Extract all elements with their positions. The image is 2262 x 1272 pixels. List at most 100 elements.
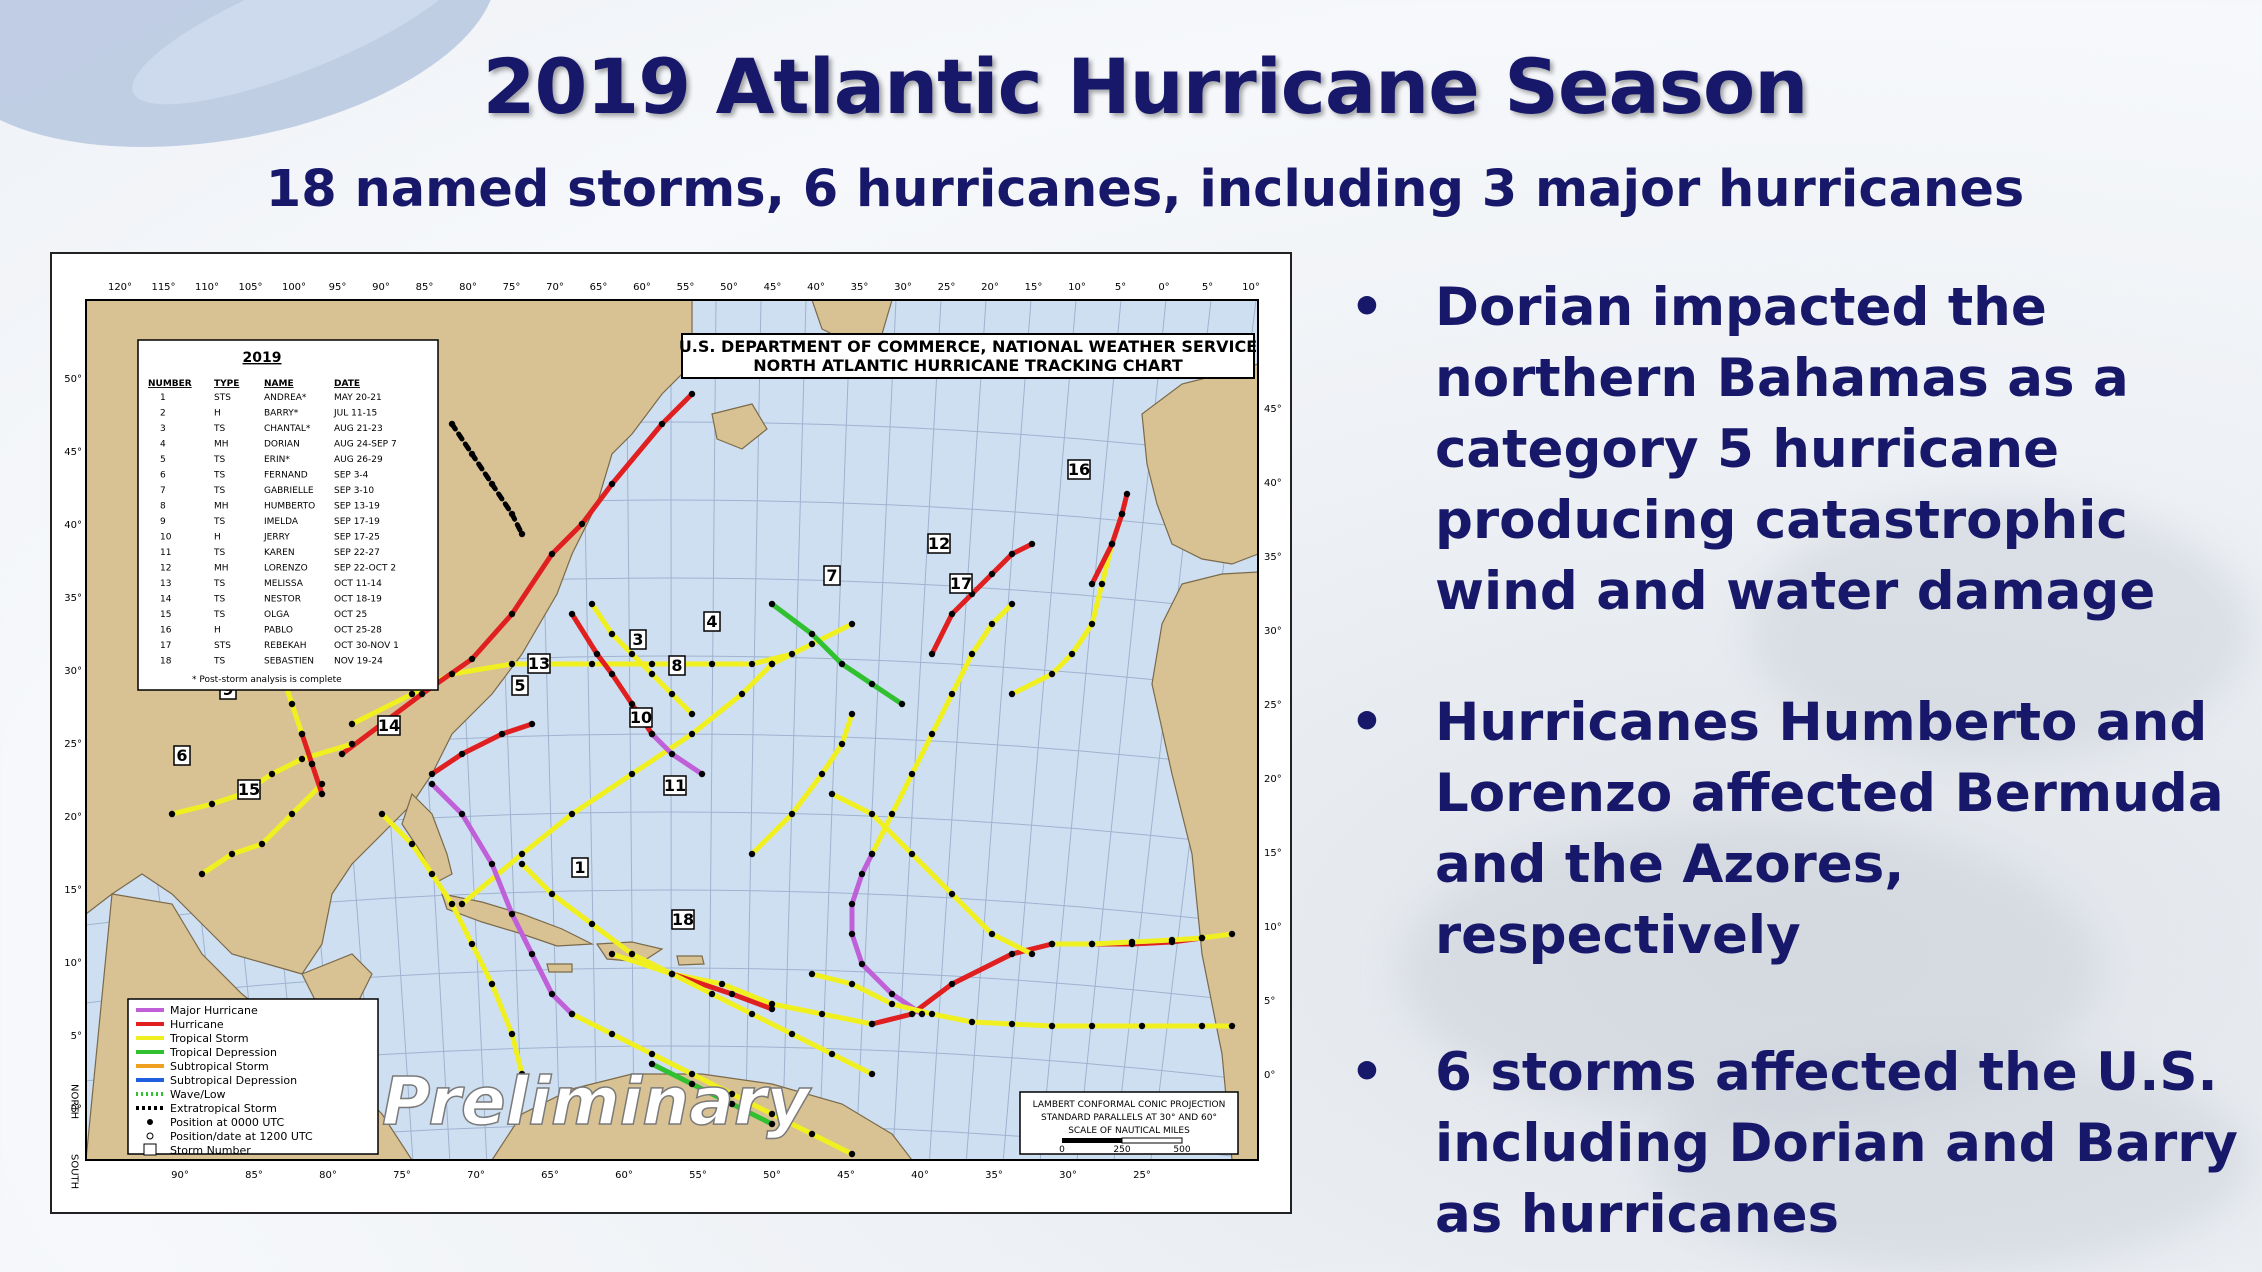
position-dot bbox=[1098, 580, 1106, 588]
position-dot bbox=[688, 390, 696, 398]
storm-number-cell: 15 bbox=[160, 610, 171, 620]
position-dot bbox=[588, 920, 596, 928]
position-dot bbox=[748, 850, 756, 858]
top-lon-label: 40° bbox=[807, 282, 825, 293]
storm-number-cell: 2 bbox=[160, 409, 166, 419]
position-dot bbox=[298, 755, 306, 763]
position-dot bbox=[168, 810, 176, 818]
position-dot bbox=[848, 1150, 856, 1158]
position-dot bbox=[768, 1000, 776, 1008]
slide-subtitle: 18 named storms, 6 hurricanes, including… bbox=[265, 160, 2025, 219]
storm-number-text: 10 bbox=[630, 708, 652, 727]
position-dot bbox=[198, 870, 206, 878]
bullet-us-storms: • 6 storms affected the U.S. including Do… bbox=[1330, 1037, 2250, 1250]
storm-name-cell: GABRIELLE bbox=[264, 486, 314, 496]
storm-type-cell: H bbox=[214, 533, 221, 543]
storm-type-cell: STS bbox=[214, 393, 231, 403]
position-dot bbox=[988, 620, 996, 628]
storm-number-cell: 1 bbox=[160, 393, 166, 403]
storm-type-cell: TS bbox=[213, 471, 225, 481]
legend-number-box bbox=[143, 1143, 157, 1156]
storm-type-cell: MH bbox=[214, 440, 229, 450]
position-dot bbox=[748, 660, 756, 668]
position-dot bbox=[928, 1010, 936, 1018]
storm-number-box bbox=[173, 745, 191, 766]
position-dot bbox=[258, 840, 266, 848]
storm-type-cell: MH bbox=[214, 564, 229, 574]
storm-number-text: 1 bbox=[574, 858, 585, 877]
position-dot bbox=[738, 690, 746, 698]
position-dot bbox=[808, 1130, 816, 1138]
position-dot bbox=[428, 770, 436, 778]
position-dot bbox=[818, 1010, 826, 1018]
top-lon-label: 30° bbox=[894, 282, 912, 293]
position-dot bbox=[1048, 1022, 1056, 1030]
position-dot bbox=[1108, 540, 1116, 548]
storm-date-cell: AUG 24-SEP 7 bbox=[334, 440, 397, 450]
position-dot bbox=[708, 660, 716, 668]
position-dot bbox=[658, 420, 666, 428]
position-dot bbox=[808, 970, 816, 978]
right-lat-label: 15° bbox=[1264, 848, 1282, 859]
position-dot bbox=[848, 980, 856, 988]
track-depression bbox=[649, 1061, 775, 1127]
position-dot bbox=[818, 770, 826, 778]
left-lat-label: 10° bbox=[64, 958, 82, 969]
position-dot bbox=[568, 610, 576, 618]
position-dot bbox=[768, 600, 776, 608]
position-dot bbox=[888, 1000, 896, 1008]
left-lat-label: 40° bbox=[64, 520, 82, 531]
position-dot bbox=[418, 690, 426, 698]
storm-date-cell: SEP 3-10 bbox=[334, 486, 374, 496]
top-lon-label: 0° bbox=[1158, 282, 1169, 293]
storm-date-cell: AUG 26-29 bbox=[334, 455, 383, 465]
storm-number-text: 14 bbox=[378, 716, 400, 735]
top-lon-label: 100° bbox=[282, 282, 306, 293]
right-lat-label: 10° bbox=[1264, 922, 1282, 933]
position-dot bbox=[1168, 936, 1176, 944]
left-lat-label: 35° bbox=[64, 593, 82, 604]
storm-name-cell: NESTOR bbox=[264, 595, 301, 605]
bullet-dorian: • Dorian impacted the northern Bahamas as… bbox=[1330, 272, 2250, 627]
position-dot bbox=[508, 910, 516, 918]
right-lat-label: 30° bbox=[1264, 626, 1282, 637]
storm-number-cell: 6 bbox=[160, 471, 166, 481]
position-dot bbox=[908, 850, 916, 858]
storm-number-text: 11 bbox=[664, 776, 686, 795]
storm-number-text: 3 bbox=[632, 630, 643, 649]
storm-number-text: 16 bbox=[1068, 460, 1090, 479]
storm-name-cell: KAREN bbox=[264, 548, 295, 558]
position-dot bbox=[528, 720, 536, 728]
map-border bbox=[85, 299, 1259, 1161]
position-dot bbox=[1068, 650, 1076, 658]
bottom-lon-label: 70° bbox=[467, 1170, 485, 1181]
scale-bar-light bbox=[1121, 1137, 1183, 1144]
position-dot bbox=[548, 990, 556, 998]
track-storm-4-early bbox=[569, 1011, 855, 1157]
storm-type-cell: TS bbox=[213, 610, 225, 620]
position-dot bbox=[968, 1018, 976, 1026]
storm-date-cell: SEP 3-4 bbox=[334, 471, 369, 481]
bottom-lon-label: 40° bbox=[911, 1170, 929, 1181]
bottom-lon-label: 75° bbox=[393, 1170, 411, 1181]
storm-number-text: 4 bbox=[706, 612, 717, 631]
position-dot bbox=[928, 650, 936, 658]
longitude-line bbox=[707, 299, 717, 1161]
position-dot bbox=[593, 650, 601, 658]
position-dot bbox=[568, 1010, 576, 1018]
storm-name-cell: CHANTAL* bbox=[264, 424, 311, 434]
legend-label: Hurricane bbox=[170, 1018, 224, 1031]
position-dot bbox=[448, 670, 456, 678]
storm-number-box bbox=[703, 611, 721, 632]
storm-number-box bbox=[927, 533, 951, 554]
position-dot bbox=[1048, 670, 1056, 678]
longitude-line bbox=[625, 299, 635, 1161]
position-dot bbox=[508, 1030, 516, 1038]
bottom-lon-label: 45° bbox=[837, 1170, 855, 1181]
position-dot bbox=[648, 660, 656, 668]
position-dot bbox=[348, 720, 356, 728]
bullet-marker: • bbox=[1350, 277, 1384, 338]
track-storm-16-hurricane bbox=[1089, 491, 1130, 587]
bottom-lon-label: 50° bbox=[763, 1170, 781, 1181]
position-dot bbox=[518, 1070, 526, 1078]
